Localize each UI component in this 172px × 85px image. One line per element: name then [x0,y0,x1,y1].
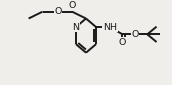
Text: N: N [72,23,79,32]
Text: O: O [68,1,76,10]
Text: NH: NH [103,23,117,32]
Text: O: O [131,30,138,39]
Text: O: O [119,37,126,46]
Text: O: O [54,7,62,16]
